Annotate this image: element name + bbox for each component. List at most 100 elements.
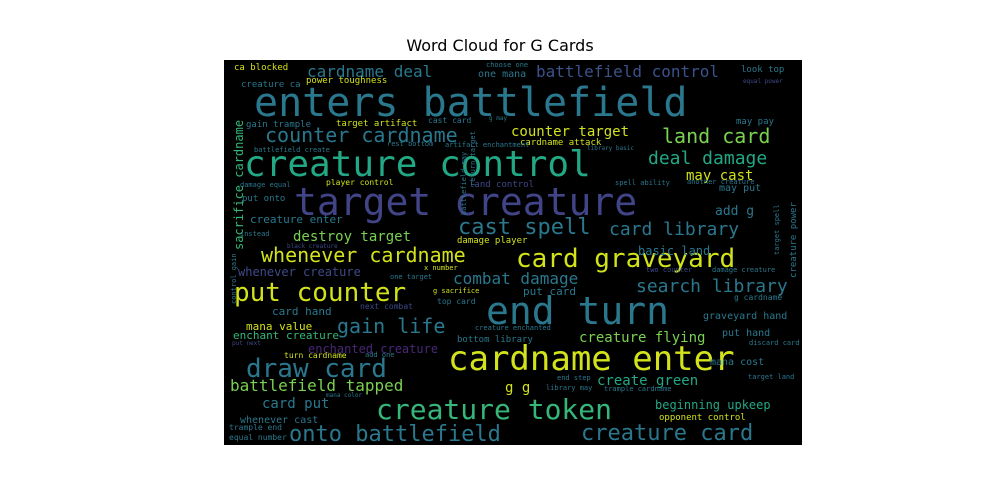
word-put-counter: put counter (234, 278, 406, 308)
word-discard-card: discard card (749, 339, 800, 347)
word-power-toughness: power toughness (306, 76, 387, 86)
word-trample-end: trample end (229, 423, 282, 432)
word-battlefield-create: battlefield create (254, 146, 330, 154)
word-mana-cost: mana cost (710, 357, 764, 368)
word-search-library: search library (636, 276, 788, 297)
word-land-control: land control (469, 180, 534, 190)
word-x-number: x number (424, 264, 458, 272)
word-card-hand: card hand (272, 305, 332, 318)
word-g-g: g g (505, 380, 530, 396)
word-rest-bottom: rest bottom (387, 140, 433, 148)
word-damage-player: damage player (457, 236, 528, 246)
word-gain-life: gain life (337, 314, 445, 338)
word-target-spell: target spell (773, 204, 781, 255)
word-top-card: top card (437, 297, 476, 306)
word-whenever-cardname: whenever cardname (261, 243, 466, 267)
word-combat-damage: combat damage (453, 269, 578, 288)
word-creature-card: creature card (581, 421, 753, 445)
word-library-may: library may (546, 384, 592, 392)
word-another-creature: another creature (687, 178, 754, 186)
word-creature-ca: creature ca (241, 80, 301, 90)
word-cloud-background (224, 60, 802, 445)
word-battlefield-control: battlefield control (536, 62, 719, 81)
word-creature-enter: creature enter (250, 213, 343, 226)
word-gain-trample: gain trample (246, 120, 311, 130)
word-creature-control: creature control (244, 144, 591, 185)
word-add-g: add g (715, 204, 754, 219)
word-put-card: put card (523, 285, 576, 298)
word-g-may: g may (489, 115, 507, 122)
word-black-creature: black creature (287, 243, 338, 250)
word-instead: instead (240, 230, 270, 238)
word-cardname-attack: cardname attack (520, 138, 602, 148)
word-return-target: return target (469, 131, 477, 186)
word-g-cardname: g cardname (734, 293, 782, 302)
word-create-green: create green (597, 373, 698, 389)
word-enchant-creature: enchant creature (233, 329, 339, 342)
word-counter-cardname: counter cardname (265, 123, 458, 147)
word-whenever-creature: whenever creature (238, 265, 361, 279)
word-cardname-deal: cardname deal (307, 62, 432, 81)
word-damage-creature: damage creature (712, 266, 775, 274)
word-add-one: add one (365, 351, 395, 359)
word-look-top: look top (741, 65, 784, 75)
word-beginning-upkeep: beginning upkeep (655, 398, 771, 412)
word-two-counter: two counter (646, 266, 692, 274)
word-put-hand: put hand (722, 328, 770, 339)
word-control-gain: control gain (230, 253, 238, 304)
word-card-put: card put (262, 396, 329, 412)
word-land-card: land card (662, 124, 770, 148)
word-next-combat: next combat (360, 302, 413, 311)
word-player-control: player control (326, 178, 394, 187)
word-mana-value: mana value (246, 320, 312, 333)
word-basic-land: basic land (638, 244, 710, 258)
word-target-land: target land (748, 373, 794, 381)
word-end-turn: end turn (486, 289, 669, 333)
word-battlefield-tapped: battlefield tapped (230, 376, 403, 395)
word-battlefield-may: battlefield may (460, 152, 468, 215)
word-destroy-target: destroy target (293, 229, 411, 245)
word-creature-flying: creature flying (579, 330, 705, 346)
word-target-artifact: target artifact (336, 119, 417, 129)
word-put-onto: put onto (242, 194, 285, 204)
word-choose-one: choose one (486, 61, 528, 69)
word-graveyard-hand: graveyard hand (703, 311, 787, 322)
word-may-pay: may pay (736, 117, 775, 127)
word-one-mana: one mana (478, 69, 526, 80)
word-equal-power: equal power (743, 78, 783, 85)
word-target-creature: target creature (294, 180, 637, 224)
word-creature-token: creature token (376, 393, 612, 426)
word-deal-damage: deal damage (648, 148, 767, 169)
word-cast-spell: cast spell (458, 215, 590, 240)
word-may-cast: may cast (686, 168, 753, 184)
word-cardname-enter: cardname enter (448, 339, 735, 379)
word-cast-card: cast card (428, 116, 472, 125)
word-enchanted-creature: enchanted creature (308, 342, 438, 356)
word-enters-battlefield: enters battlefield (254, 80, 687, 126)
word-damage-equal: damage equal (240, 181, 291, 189)
word-mana-color: mana color (326, 392, 363, 399)
word-bottom-library: bottom library (457, 335, 533, 345)
word-ca-blocked: ca blocked (234, 63, 288, 73)
word-sacrifice-cardname: sacrifice cardname (232, 120, 246, 250)
word-trample-cardname: trample cardname (604, 385, 671, 393)
word-spell-ability: spell ability (615, 179, 670, 187)
word-creature-power: creature power (789, 202, 799, 278)
word-counter-target: counter target (511, 124, 629, 140)
word-one-target: one target (390, 273, 432, 281)
word-card-library: card library (609, 219, 739, 240)
word-put-next: put next (232, 340, 261, 347)
word-turn-cardname: turn cardname (284, 351, 347, 360)
word-library-basic: library basic (587, 145, 634, 152)
word-onto-battlefield: onto battlefield (289, 422, 501, 445)
word-card-graveyard: card graveyard (516, 244, 735, 274)
word-artifact-enchantment: artifact enchantment (445, 141, 529, 149)
word-creature-enchanted: creature enchanted (475, 324, 551, 332)
word-equal-number: equal number (229, 433, 287, 442)
word-draw-card: draw card (246, 354, 387, 384)
word-may-put: may put (719, 183, 761, 194)
chart-title: Word Cloud for G Cards (406, 36, 594, 55)
word-g-sacrifice: g sacrifice (433, 287, 479, 295)
